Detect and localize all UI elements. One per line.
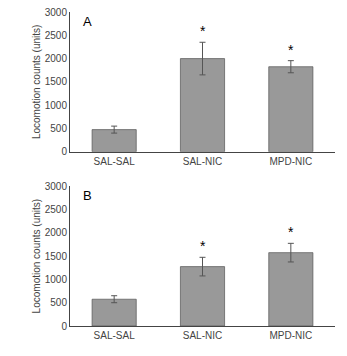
- svg-text:Locomotion counts (units): Locomotion counts (units): [31, 199, 42, 314]
- svg-text:*: *: [200, 238, 206, 254]
- svg-text:MPD-NIC: MPD-NIC: [269, 156, 312, 167]
- svg-text:500: 500: [50, 123, 67, 134]
- svg-text:3000: 3000: [45, 181, 68, 192]
- svg-text:*: *: [288, 42, 294, 58]
- svg-text:A: A: [83, 14, 92, 29]
- svg-text:1000: 1000: [45, 100, 68, 111]
- svg-text:500: 500: [50, 297, 67, 308]
- svg-text:2500: 2500: [45, 204, 68, 215]
- svg-text:B: B: [83, 188, 92, 203]
- svg-text:SAL-NIC: SAL-NIC: [183, 156, 222, 167]
- svg-text:*: *: [288, 224, 294, 240]
- svg-text:0: 0: [61, 146, 67, 157]
- svg-text:2000: 2000: [45, 53, 68, 64]
- svg-text:1500: 1500: [45, 76, 68, 87]
- svg-text:*: *: [200, 23, 206, 39]
- svg-text:SAL-SAL: SAL-SAL: [94, 330, 136, 341]
- svg-text:SAL-SAL: SAL-SAL: [94, 156, 136, 167]
- svg-text:3000: 3000: [45, 7, 68, 18]
- svg-text:SAL-NIC: SAL-NIC: [183, 330, 222, 341]
- svg-text:2000: 2000: [45, 227, 68, 238]
- svg-text:2500: 2500: [45, 30, 68, 41]
- svg-text:1000: 1000: [45, 274, 68, 285]
- svg-text:0: 0: [61, 321, 67, 332]
- svg-text:1500: 1500: [45, 251, 68, 262]
- svg-text:Locomotion counts (units): Locomotion counts (units): [31, 25, 42, 140]
- svg-text:MPD-NIC: MPD-NIC: [269, 330, 312, 341]
